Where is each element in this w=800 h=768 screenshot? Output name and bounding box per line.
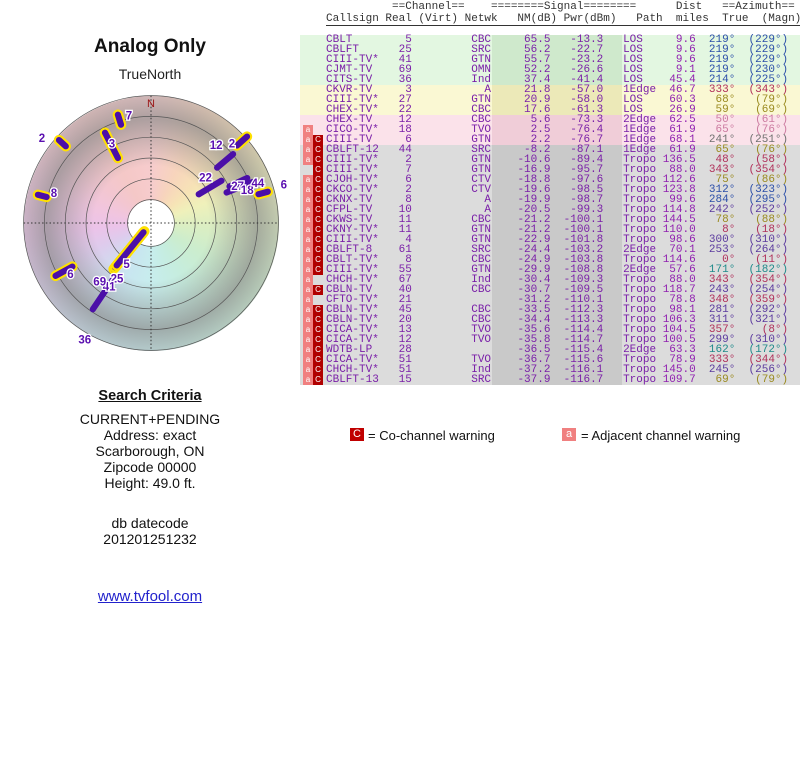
svg-text:36: 36 bbox=[78, 334, 91, 346]
svg-text:5: 5 bbox=[123, 259, 130, 271]
svg-text:6: 6 bbox=[67, 269, 73, 281]
svg-text:N: N bbox=[147, 98, 155, 110]
svg-text:2: 2 bbox=[229, 139, 235, 151]
svg-text:69: 69 bbox=[93, 276, 106, 288]
svg-text:12: 12 bbox=[210, 140, 223, 152]
svg-text:7: 7 bbox=[126, 111, 132, 123]
svg-text:22: 22 bbox=[199, 173, 212, 185]
svg-text:8: 8 bbox=[51, 188, 58, 200]
svg-text:3: 3 bbox=[109, 139, 115, 151]
svg-text:44: 44 bbox=[252, 178, 265, 190]
svg-text:6: 6 bbox=[281, 180, 287, 192]
svg-text:2: 2 bbox=[39, 133, 45, 145]
